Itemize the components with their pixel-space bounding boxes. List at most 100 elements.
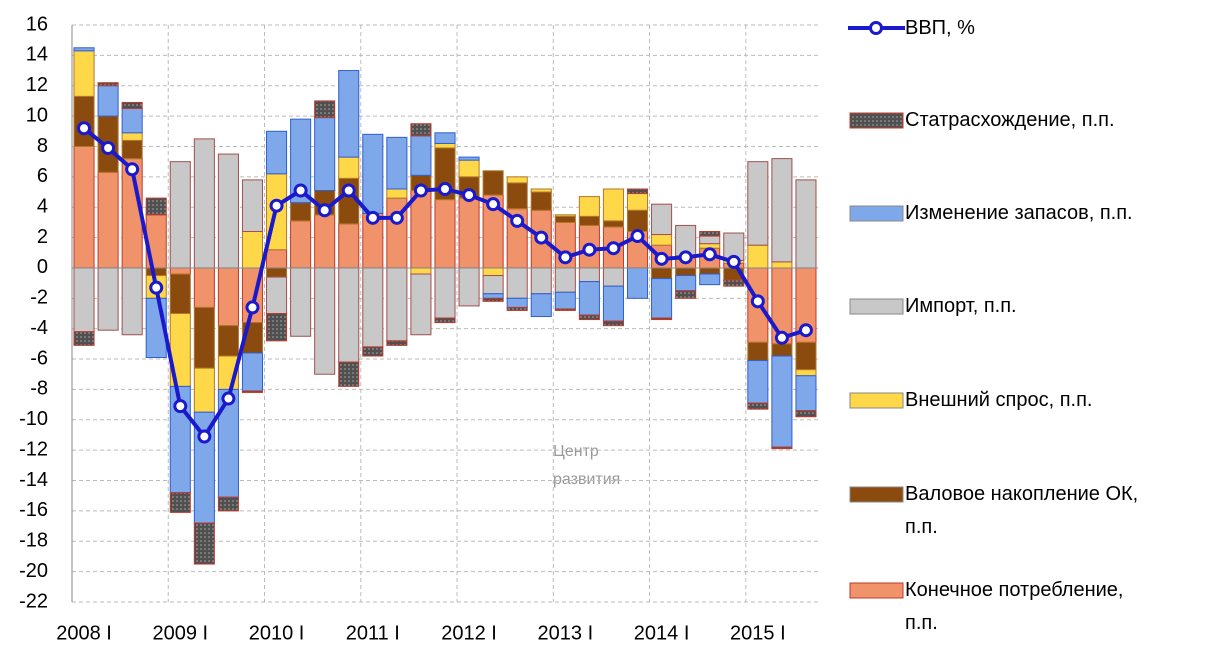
line-marker — [630, 229, 645, 244]
bar-segment — [217, 325, 239, 357]
line-marker — [389, 210, 404, 225]
bar-segment — [121, 132, 143, 141]
y-tick-label: -2 — [30, 287, 48, 309]
bar-segment — [266, 267, 288, 278]
line-marker — [558, 250, 573, 265]
bar-segment — [795, 369, 817, 377]
line-marker — [341, 183, 356, 198]
line-marker — [750, 294, 765, 309]
bar-segment — [169, 492, 191, 513]
bar-segment — [602, 188, 624, 222]
bar-segment — [434, 132, 456, 144]
bar-segment — [410, 267, 432, 275]
bar-segment — [554, 291, 576, 310]
bar-segment — [747, 360, 769, 404]
bar-segment — [314, 267, 336, 375]
bar-segment — [651, 234, 673, 246]
bar-segment — [217, 267, 239, 327]
legend-swatch — [849, 205, 904, 222]
bar-segment — [73, 47, 95, 52]
legend-box — [849, 582, 904, 599]
legend-marker — [869, 21, 883, 35]
legend-box — [849, 112, 904, 129]
bar-segment — [193, 138, 215, 269]
bar-segment — [193, 522, 215, 565]
legend-swatch — [849, 298, 904, 315]
bar-segment — [578, 215, 600, 226]
line-marker — [365, 210, 380, 225]
bar-segment — [386, 136, 408, 190]
bar-segment — [290, 202, 312, 222]
legend-swatch — [849, 112, 904, 129]
legend-swatch — [849, 582, 904, 599]
legend-item: Валовое накопление ОК, п.п. — [848, 478, 1168, 544]
bar-segment — [771, 343, 793, 357]
bar-segment — [602, 285, 624, 322]
bar-segment — [121, 267, 143, 336]
bar-segment — [578, 281, 600, 316]
y-tick-label: -4 — [30, 317, 48, 339]
bar-segment — [362, 267, 384, 348]
bar-segment — [290, 118, 312, 204]
y-tick-label: 8 — [37, 135, 48, 157]
bar-segment — [121, 108, 143, 134]
line-marker — [486, 197, 501, 212]
legend-item: Статрасхождение, п.п. — [848, 104, 1168, 137]
legend-box — [849, 392, 904, 409]
bar-segment — [651, 203, 673, 236]
bar-segment — [675, 267, 697, 277]
line-marker — [726, 254, 741, 269]
bar-segment — [410, 190, 432, 269]
bar-segment — [530, 267, 552, 295]
bar-segment — [193, 367, 215, 413]
bar-segment — [434, 317, 456, 324]
line-marker — [702, 247, 717, 262]
legend-label: Статрасхождение, п.п. — [905, 109, 1115, 131]
bar-segment — [699, 273, 721, 286]
line-marker — [269, 198, 284, 213]
y-tick-label: -12 — [19, 438, 48, 460]
y-tick-label: 12 — [26, 74, 48, 96]
x-tick-label: 2009 I — [152, 622, 208, 644]
bar-segment — [554, 267, 576, 293]
bar-segment — [266, 313, 288, 342]
bar-segment — [506, 306, 528, 311]
bar-segment — [795, 410, 817, 418]
bar-segment — [554, 215, 576, 223]
bar-segment — [506, 182, 528, 210]
line-marker — [413, 183, 428, 198]
legend-box — [849, 298, 904, 315]
bar-segment — [386, 267, 408, 342]
line-marker — [798, 323, 813, 338]
bar-segment — [362, 133, 384, 214]
bar-segment — [217, 153, 239, 269]
bar-segment — [795, 375, 817, 412]
y-tick-label: -18 — [19, 530, 48, 552]
bar-segment — [578, 196, 600, 217]
bar-segment — [121, 139, 143, 160]
legend-label: Изменение запасов, п.п. — [905, 202, 1133, 224]
y-tick-label: 16 — [26, 13, 48, 35]
x-tick-label: 2013 I — [538, 622, 594, 644]
x-tick-label: 2011 I — [346, 622, 400, 644]
bar-segment — [410, 273, 432, 336]
bar-segment — [554, 214, 576, 217]
y-tick-label: -8 — [30, 378, 48, 400]
bar-segment — [338, 361, 360, 387]
line-marker — [654, 251, 669, 266]
bar-segment — [747, 244, 769, 269]
bar-segment — [747, 341, 769, 362]
line-marker — [582, 242, 597, 257]
bar-segment — [795, 341, 817, 371]
bar-segment — [530, 188, 552, 193]
y-tick-label: 10 — [26, 104, 48, 126]
bar-segment — [699, 235, 721, 245]
line-marker — [149, 280, 164, 295]
line-marker — [678, 250, 693, 265]
bar-segment — [290, 220, 312, 269]
line-marker — [293, 183, 308, 198]
x-tick-label: 2014 I — [634, 622, 690, 644]
bar-segment — [482, 267, 504, 277]
line-marker — [125, 162, 140, 177]
bar-segment — [97, 171, 119, 269]
